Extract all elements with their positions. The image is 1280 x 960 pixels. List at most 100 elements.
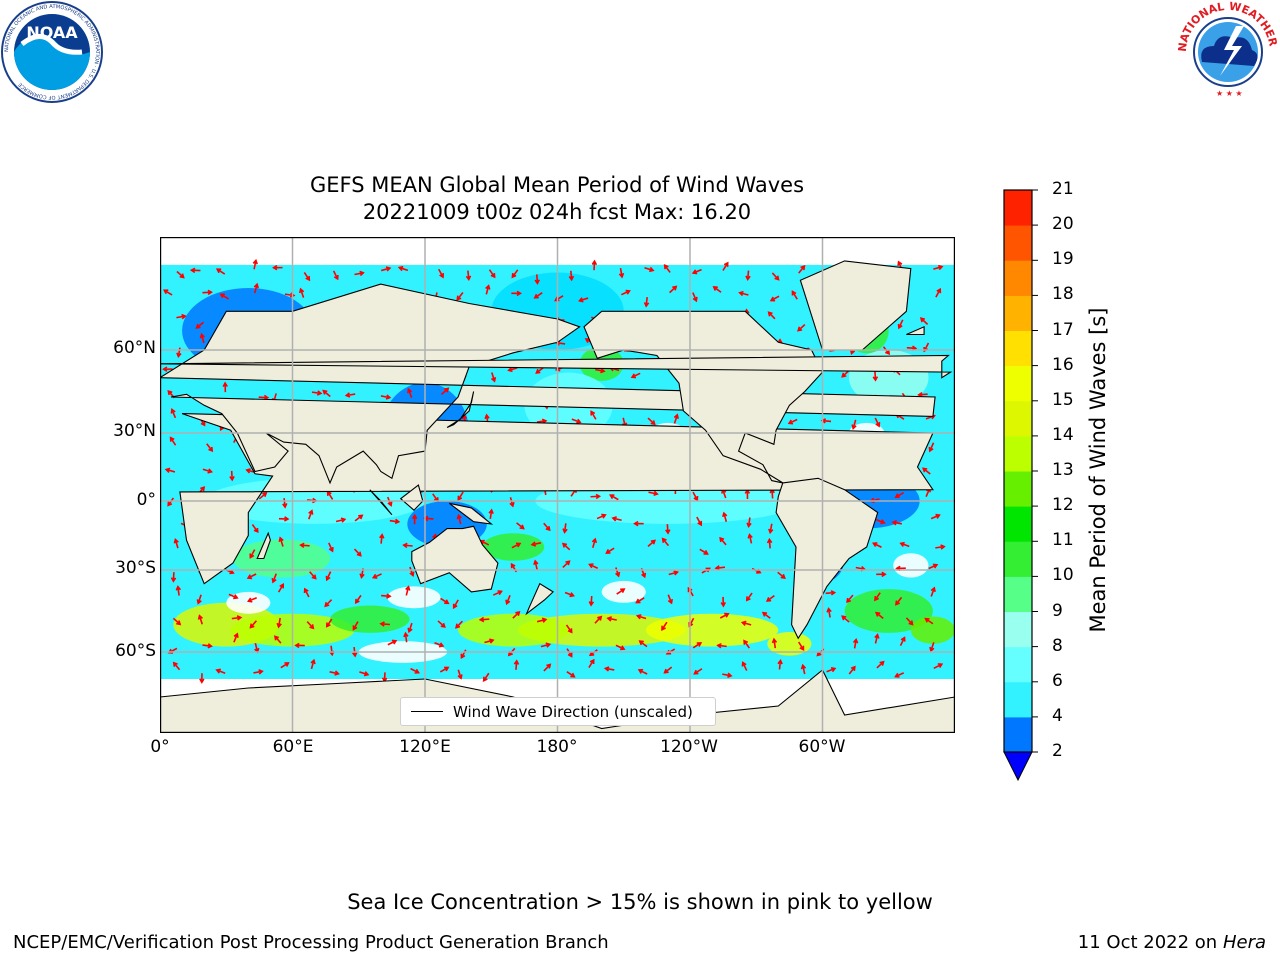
wave-arrow-head — [661, 625, 666, 631]
wave-arrow-head — [497, 590, 503, 596]
wave-arrow-head — [444, 599, 450, 605]
wave-arrow-head — [567, 652, 573, 658]
wave-arrow-head — [215, 668, 221, 674]
wave-arrow-head — [340, 517, 347, 523]
wave-arrow-head — [672, 285, 678, 291]
wave-arrow-head — [797, 326, 803, 332]
colorbar-segment — [1004, 576, 1032, 612]
wave-arrow-head — [768, 528, 774, 535]
wave-arrow-head — [278, 536, 284, 542]
wave-arrow-head — [207, 643, 213, 649]
land-polygon — [448, 502, 494, 525]
wave-arrow-head — [352, 625, 358, 631]
colorbar-tick-label: 4 — [1052, 705, 1063, 726]
land-polygon — [411, 525, 499, 593]
colorbar-segment — [1004, 506, 1032, 542]
wave-arrow-head — [282, 503, 288, 509]
wave-arrow-head — [276, 622, 282, 629]
footer-branch: NCEP/EMC/Verification Post Processing Pr… — [13, 932, 609, 953]
colorbar-segment — [1004, 646, 1032, 683]
wave-arrow-head — [691, 269, 698, 275]
wave-arrow-head — [799, 645, 805, 652]
wave-arrow-head — [489, 638, 495, 644]
wave-arrow-head — [766, 537, 773, 544]
wave-arrow-head — [900, 636, 906, 642]
land-polygon — [369, 489, 393, 516]
wave-arrow-head — [897, 323, 903, 330]
wave-arrow-head — [625, 289, 631, 295]
wave-arrow-head — [780, 573, 786, 579]
y-tick-30n: 30°N — [113, 421, 156, 441]
land-polygon — [256, 531, 271, 560]
wave-arrow-head — [207, 468, 214, 474]
wave-arrow-head — [407, 627, 413, 634]
wave-arrow-head — [940, 544, 946, 550]
wave-arrow-head — [245, 468, 251, 474]
wave-arrow-head — [405, 585, 411, 591]
wave-arrow-head — [545, 642, 552, 648]
wave-arrow-head — [411, 513, 418, 520]
wave-arrow-head — [605, 549, 611, 554]
colorbar-tick-label: 14 — [1052, 424, 1074, 445]
wave-arrow-head — [535, 368, 541, 374]
wave-arrow-head — [635, 598, 641, 604]
x-tick-120e: 120°E — [399, 737, 451, 757]
wave-arrow-head — [279, 583, 284, 589]
wave-arrow-head — [693, 495, 699, 502]
wave-arrow-head — [333, 274, 339, 281]
wave-arrow-head — [308, 509, 314, 515]
wave-arrow-head — [359, 573, 365, 579]
wave-arrow-head — [545, 525, 551, 532]
wave-arrow-head — [176, 352, 182, 359]
wave-arrow-head — [530, 541, 537, 547]
wave-arrow-head — [324, 602, 330, 608]
wave-arrow-head — [894, 672, 900, 678]
wave-arrow-head — [719, 536, 725, 543]
wave-arrow-head — [722, 511, 728, 518]
wave-arrow-head — [917, 391, 923, 398]
x-tick-60e: 60°E — [272, 737, 314, 757]
wave-arrow-head — [697, 520, 703, 527]
wave-arrow-head — [643, 302, 650, 308]
wave-arrow-head — [170, 577, 177, 583]
wave-arrow-head — [589, 658, 595, 665]
wave-arrow-head — [513, 659, 520, 665]
wave-arrow-head — [356, 551, 362, 557]
colorbar-tick-label: 11 — [1052, 530, 1074, 551]
wave-arrow-head — [172, 661, 178, 667]
wave-arrow-head — [723, 261, 729, 267]
wave-arrow-head — [787, 419, 794, 425]
wave-arrow-head — [465, 275, 472, 282]
wave-arrow-head — [322, 389, 328, 395]
wave-arrow-head — [740, 620, 747, 626]
wave-arrow-head — [164, 467, 171, 473]
wave-arrow-head — [693, 669, 699, 675]
wave-arrow-head — [830, 590, 837, 596]
wave-arrow-head — [874, 633, 880, 639]
wave-arrow-head — [484, 413, 490, 420]
wave-arrow-head — [457, 674, 463, 680]
x-tick-60w: 60°W — [798, 737, 846, 757]
nws-logo: NATIONAL WEATHER SERVICE ★ ★ ★ — [1172, 0, 1280, 104]
wave-arrow-head — [875, 422, 881, 428]
period-band — [910, 616, 955, 644]
wave-arrow-head — [507, 366, 513, 373]
noaa-logo-text: NOAA — [26, 23, 78, 42]
chart-subtitle: 20221009 t00z 024h fcst Max: 16.20 — [362, 200, 752, 224]
wave-arrow-head — [746, 522, 752, 529]
legend-line-icon — [411, 711, 443, 712]
wave-arrow-head — [207, 289, 213, 296]
wave-arrow-head — [403, 631, 409, 638]
wave-arrow-head — [439, 273, 444, 279]
wave-arrow-head — [591, 537, 598, 544]
wave-arrow-head — [874, 611, 881, 617]
wave-arrow-head — [385, 266, 392, 272]
wave-arrow-head — [169, 436, 175, 442]
wave-arrow-head — [299, 287, 305, 294]
wave-arrow-head — [635, 614, 642, 620]
colorbar-tick-label: 6 — [1052, 670, 1063, 691]
wave-arrow-head — [665, 529, 671, 535]
wave-arrow-head — [236, 615, 243, 621]
wave-arrow-head — [490, 377, 497, 383]
wave-arrow-head — [928, 446, 934, 453]
